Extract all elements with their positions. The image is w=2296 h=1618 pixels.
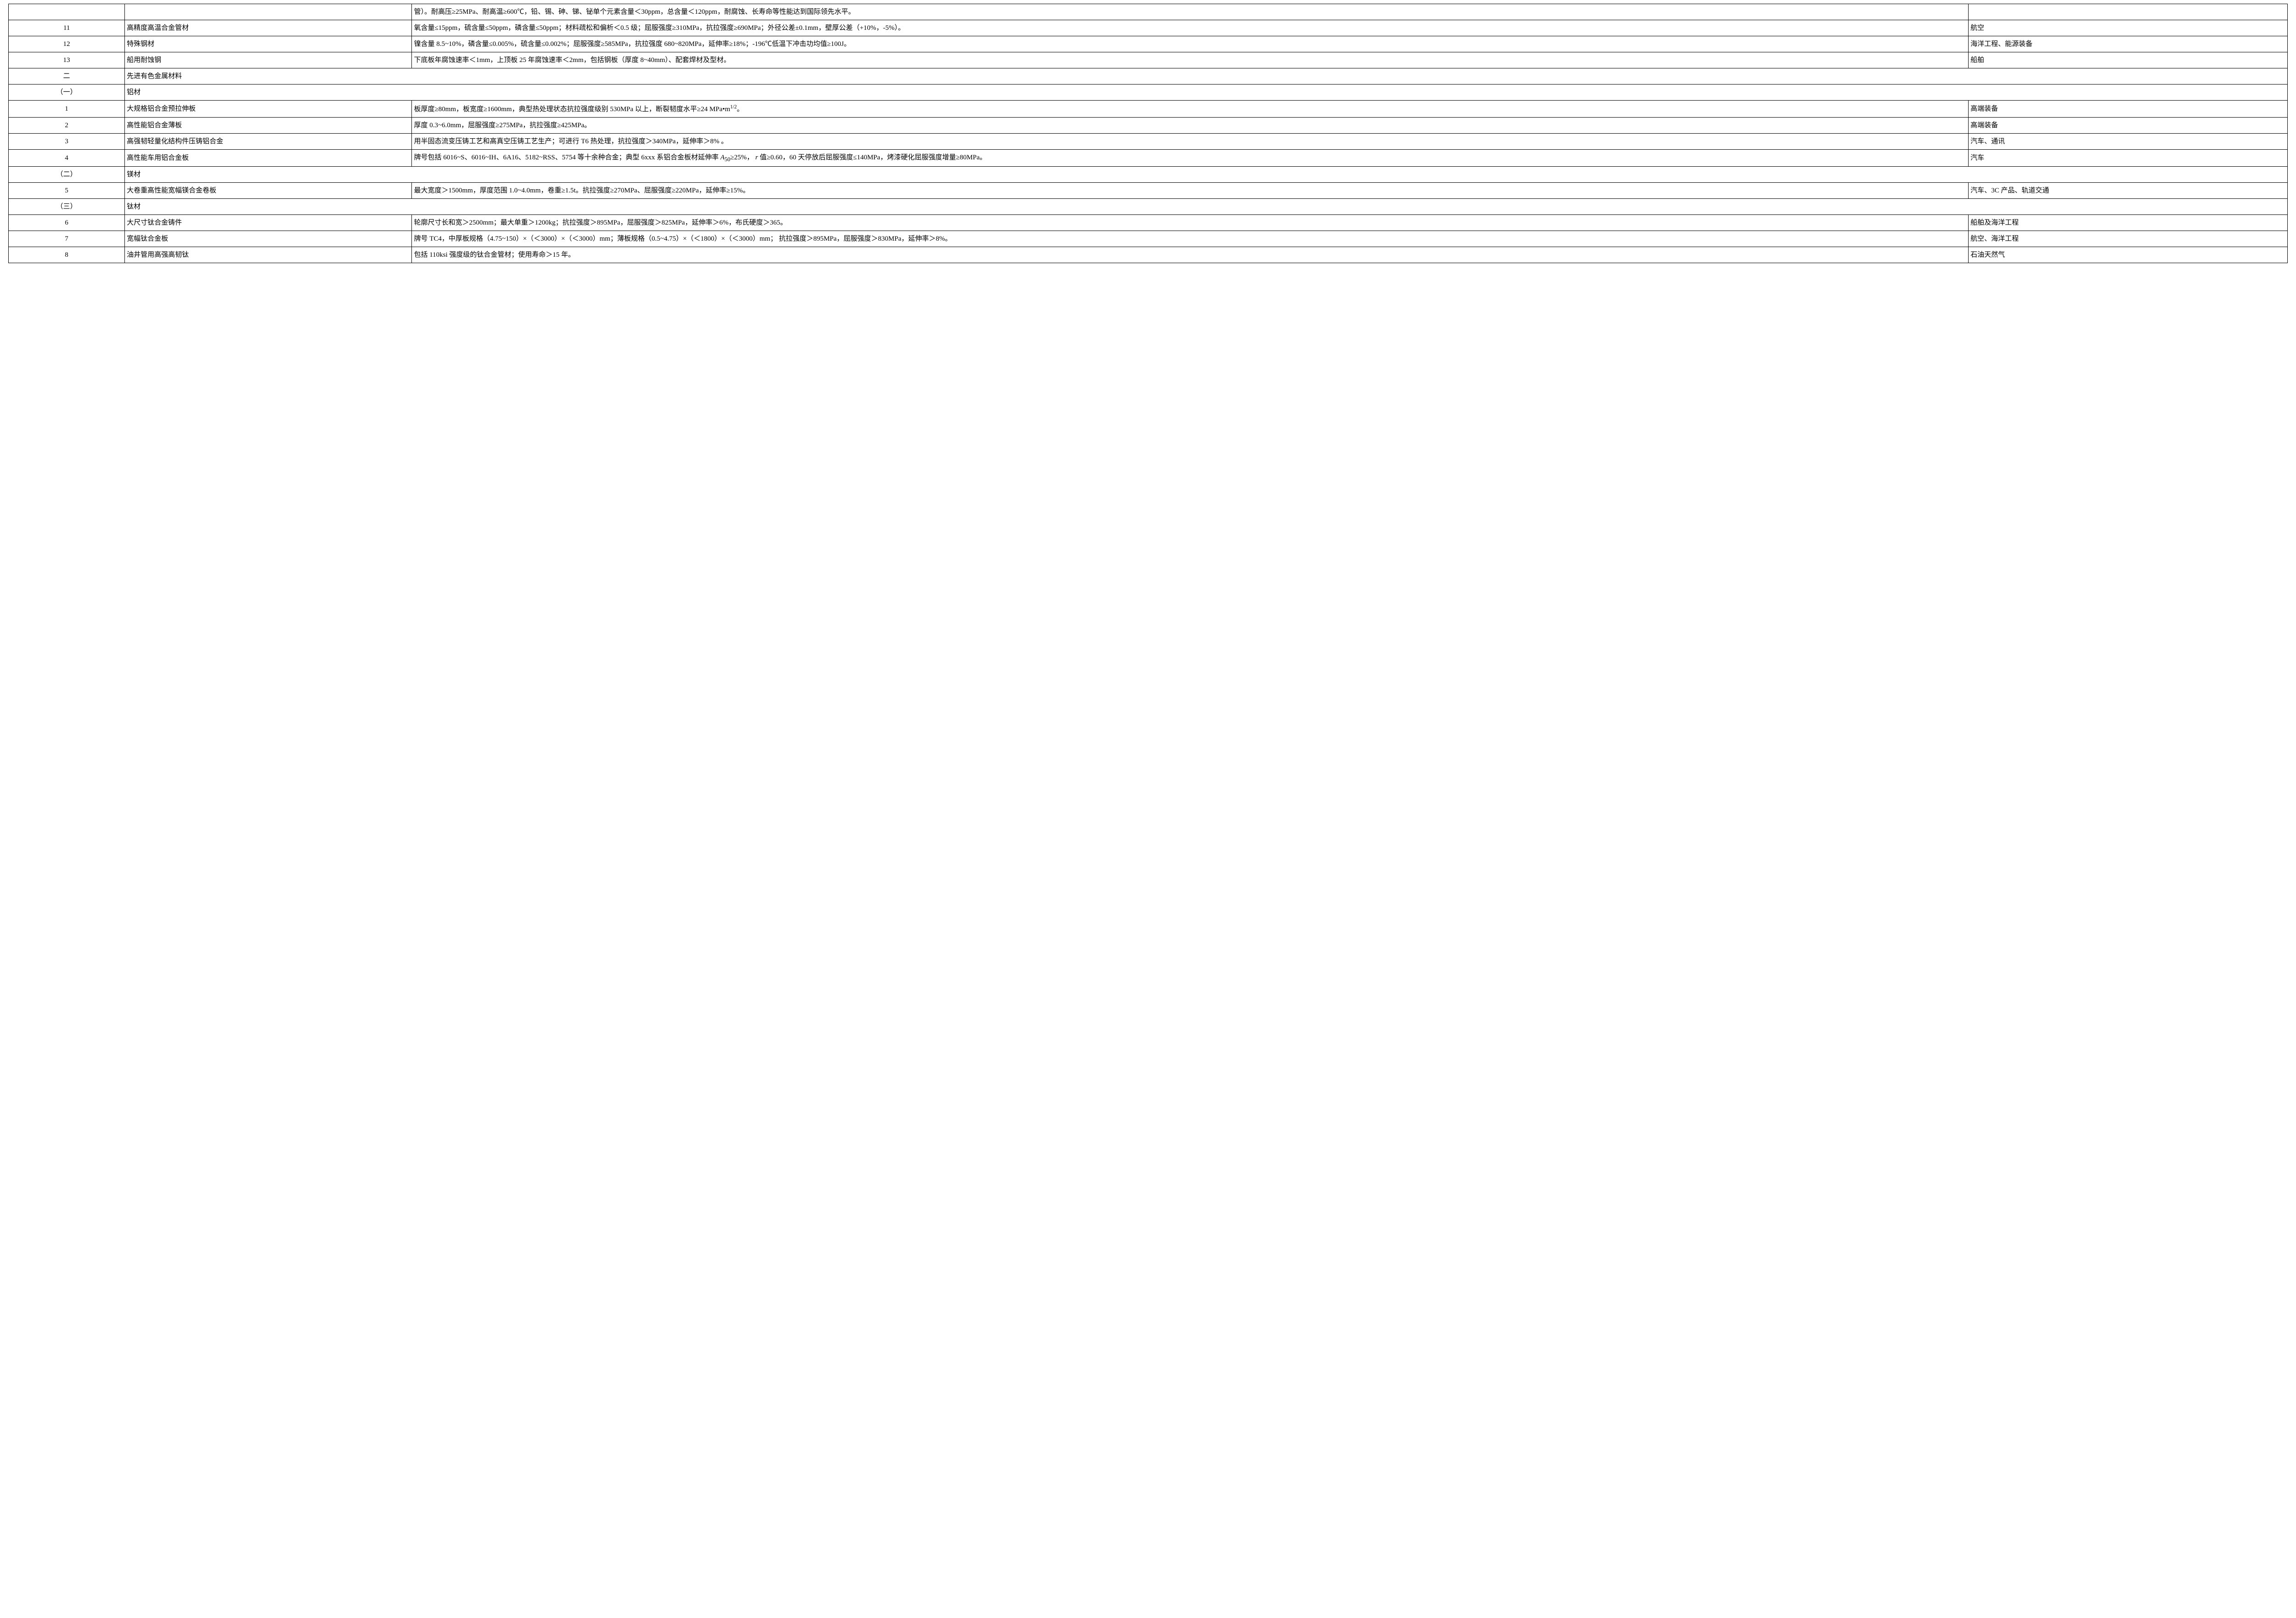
application-field: 海洋工程、能源装备 xyxy=(1969,36,2288,52)
section-label: 铝材 xyxy=(125,85,2288,101)
material-spec: 牌号包括 6016~S、6016~IH、6A16、5182~RSS、5754 等… xyxy=(412,150,1969,167)
section-index: （二） xyxy=(9,167,125,183)
table-row: （二）镁材 xyxy=(9,167,2288,183)
material-spec: 包括 110ksi 强度级的钛合金管材；使用寿命＞15 年。 xyxy=(412,247,1969,263)
page: 管）。耐高压≥25MPa、耐高温≥600℃，铅、锡、砷、锑、铋单个元素含量＜30… xyxy=(0,0,2296,277)
material-spec: 下底板年腐蚀速率＜1mm，上顶板 25 年腐蚀速率＜2mm，包括钢板（厚度 8~… xyxy=(412,52,1969,68)
material-name: 大尺寸钛合金铸件 xyxy=(125,215,412,231)
material-spec: 镍含量 8.5~10%，磷含量≤0.005%，硫含量≤0.002%；屈服强度≥5… xyxy=(412,36,1969,52)
material-spec: 板厚度≥80mm，板宽度≥1600mm，典型热处理状态抗拉强度级别 530MPa… xyxy=(412,101,1969,118)
material-spec: 牌号 TC4，中厚板规格（4.75~150）×（＜3000）×（＜3000）mm… xyxy=(412,231,1969,247)
row-index: 4 xyxy=(9,150,125,167)
material-spec: 轮廓尺寸长和宽＞2500mm；最大单重＞1200kg；抗拉强度＞895MPa，屈… xyxy=(412,215,1969,231)
table-row: （一）铝材 xyxy=(9,85,2288,101)
table-row: 管）。耐高压≥25MPa、耐高温≥600℃，铅、锡、砷、锑、铋单个元素含量＜30… xyxy=(9,4,2288,20)
section-index: 二 xyxy=(9,68,125,85)
table-row: 12特殊钢材镍含量 8.5~10%，磷含量≤0.005%，硫含量≤0.002%；… xyxy=(9,36,2288,52)
table-row: 7宽幅钛合金板牌号 TC4，中厚板规格（4.75~150）×（＜3000）×（＜… xyxy=(9,231,2288,247)
material-name xyxy=(125,4,412,20)
material-name: 高强韧轻量化结构件压铸铝合金 xyxy=(125,134,412,150)
row-index: 11 xyxy=(9,20,125,36)
row-index xyxy=(9,4,125,20)
table-row: 5大卷重高性能宽幅镁合金卷板最大宽度＞1500mm，厚度范围 1.0~4.0mm… xyxy=(9,183,2288,199)
row-index: 12 xyxy=(9,36,125,52)
application-field: 船舶 xyxy=(1969,52,2288,68)
table-row: 2高性能铝合金薄板厚度 0.3~6.0mm，屈服强度≥275MPa，抗拉强度≥4… xyxy=(9,118,2288,134)
table-row: （三）钛材 xyxy=(9,199,2288,215)
section-index: （三） xyxy=(9,199,125,215)
row-index: 2 xyxy=(9,118,125,134)
material-spec: 用半固态流变压铸工艺和高真空压铸工艺生产；可进行 T6 热处理，抗拉强度＞340… xyxy=(412,134,1969,150)
row-index: 3 xyxy=(9,134,125,150)
table-row: 11高精度高温合金管材氧含量≤15ppm，硫含量≤50ppm，磷含量≤50ppm… xyxy=(9,20,2288,36)
material-name: 油井管用高强高韧钛 xyxy=(125,247,412,263)
material-name: 高性能车用铝合金板 xyxy=(125,150,412,167)
material-name: 高性能铝合金薄板 xyxy=(125,118,412,134)
application-field: 石油天然气 xyxy=(1969,247,2288,263)
material-name: 大卷重高性能宽幅镁合金卷板 xyxy=(125,183,412,199)
material-name: 船用耐蚀钢 xyxy=(125,52,412,68)
application-field: 高端装备 xyxy=(1969,118,2288,134)
table-row: 1大规格铝合金预拉伸板板厚度≥80mm，板宽度≥1600mm，典型热处理状态抗拉… xyxy=(9,101,2288,118)
section-label: 钛材 xyxy=(125,199,2288,215)
material-spec: 管）。耐高压≥25MPa、耐高温≥600℃，铅、锡、砷、锑、铋单个元素含量＜30… xyxy=(412,4,1969,20)
application-field: 汽车 xyxy=(1969,150,2288,167)
material-name: 大规格铝合金预拉伸板 xyxy=(125,101,412,118)
materials-table: 管）。耐高压≥25MPa、耐高温≥600℃，铅、锡、砷、锑、铋单个元素含量＜30… xyxy=(8,4,2288,263)
section-label: 镁材 xyxy=(125,167,2288,183)
material-name: 高精度高温合金管材 xyxy=(125,20,412,36)
row-index: 13 xyxy=(9,52,125,68)
row-index: 1 xyxy=(9,101,125,118)
application-field: 汽车、3C 产品、轨道交通 xyxy=(1969,183,2288,199)
section-index: （一） xyxy=(9,85,125,101)
material-spec: 厚度 0.3~6.0mm，屈服强度≥275MPa，抗拉强度≥425MPa。 xyxy=(412,118,1969,134)
table-row: 6大尺寸钛合金铸件轮廓尺寸长和宽＞2500mm；最大单重＞1200kg；抗拉强度… xyxy=(9,215,2288,231)
application-field: 航空、海洋工程 xyxy=(1969,231,2288,247)
application-field xyxy=(1969,4,2288,20)
application-field: 航空 xyxy=(1969,20,2288,36)
table-row: 8油井管用高强高韧钛包括 110ksi 强度级的钛合金管材；使用寿命＞15 年。… xyxy=(9,247,2288,263)
material-spec: 氧含量≤15ppm，硫含量≤50ppm，磷含量≤50ppm；材料疏松和偏析＜0.… xyxy=(412,20,1969,36)
application-field: 船舶及海洋工程 xyxy=(1969,215,2288,231)
table-row: 二先进有色金属材料 xyxy=(9,68,2288,85)
application-field: 高端装备 xyxy=(1969,101,2288,118)
application-field: 汽车、通讯 xyxy=(1969,134,2288,150)
material-spec: 最大宽度＞1500mm，厚度范围 1.0~4.0mm，卷重≥1.5t。抗拉强度≥… xyxy=(412,183,1969,199)
row-index: 7 xyxy=(9,231,125,247)
row-index: 6 xyxy=(9,215,125,231)
row-index: 8 xyxy=(9,247,125,263)
table-row: 13船用耐蚀钢下底板年腐蚀速率＜1mm，上顶板 25 年腐蚀速率＜2mm，包括钢… xyxy=(9,52,2288,68)
row-index: 5 xyxy=(9,183,125,199)
table-row: 4高性能车用铝合金板牌号包括 6016~S、6016~IH、6A16、5182~… xyxy=(9,150,2288,167)
table-row: 3高强韧轻量化结构件压铸铝合金用半固态流变压铸工艺和高真空压铸工艺生产；可进行 … xyxy=(9,134,2288,150)
material-name: 宽幅钛合金板 xyxy=(125,231,412,247)
section-label: 先进有色金属材料 xyxy=(125,68,2288,85)
material-name: 特殊钢材 xyxy=(125,36,412,52)
